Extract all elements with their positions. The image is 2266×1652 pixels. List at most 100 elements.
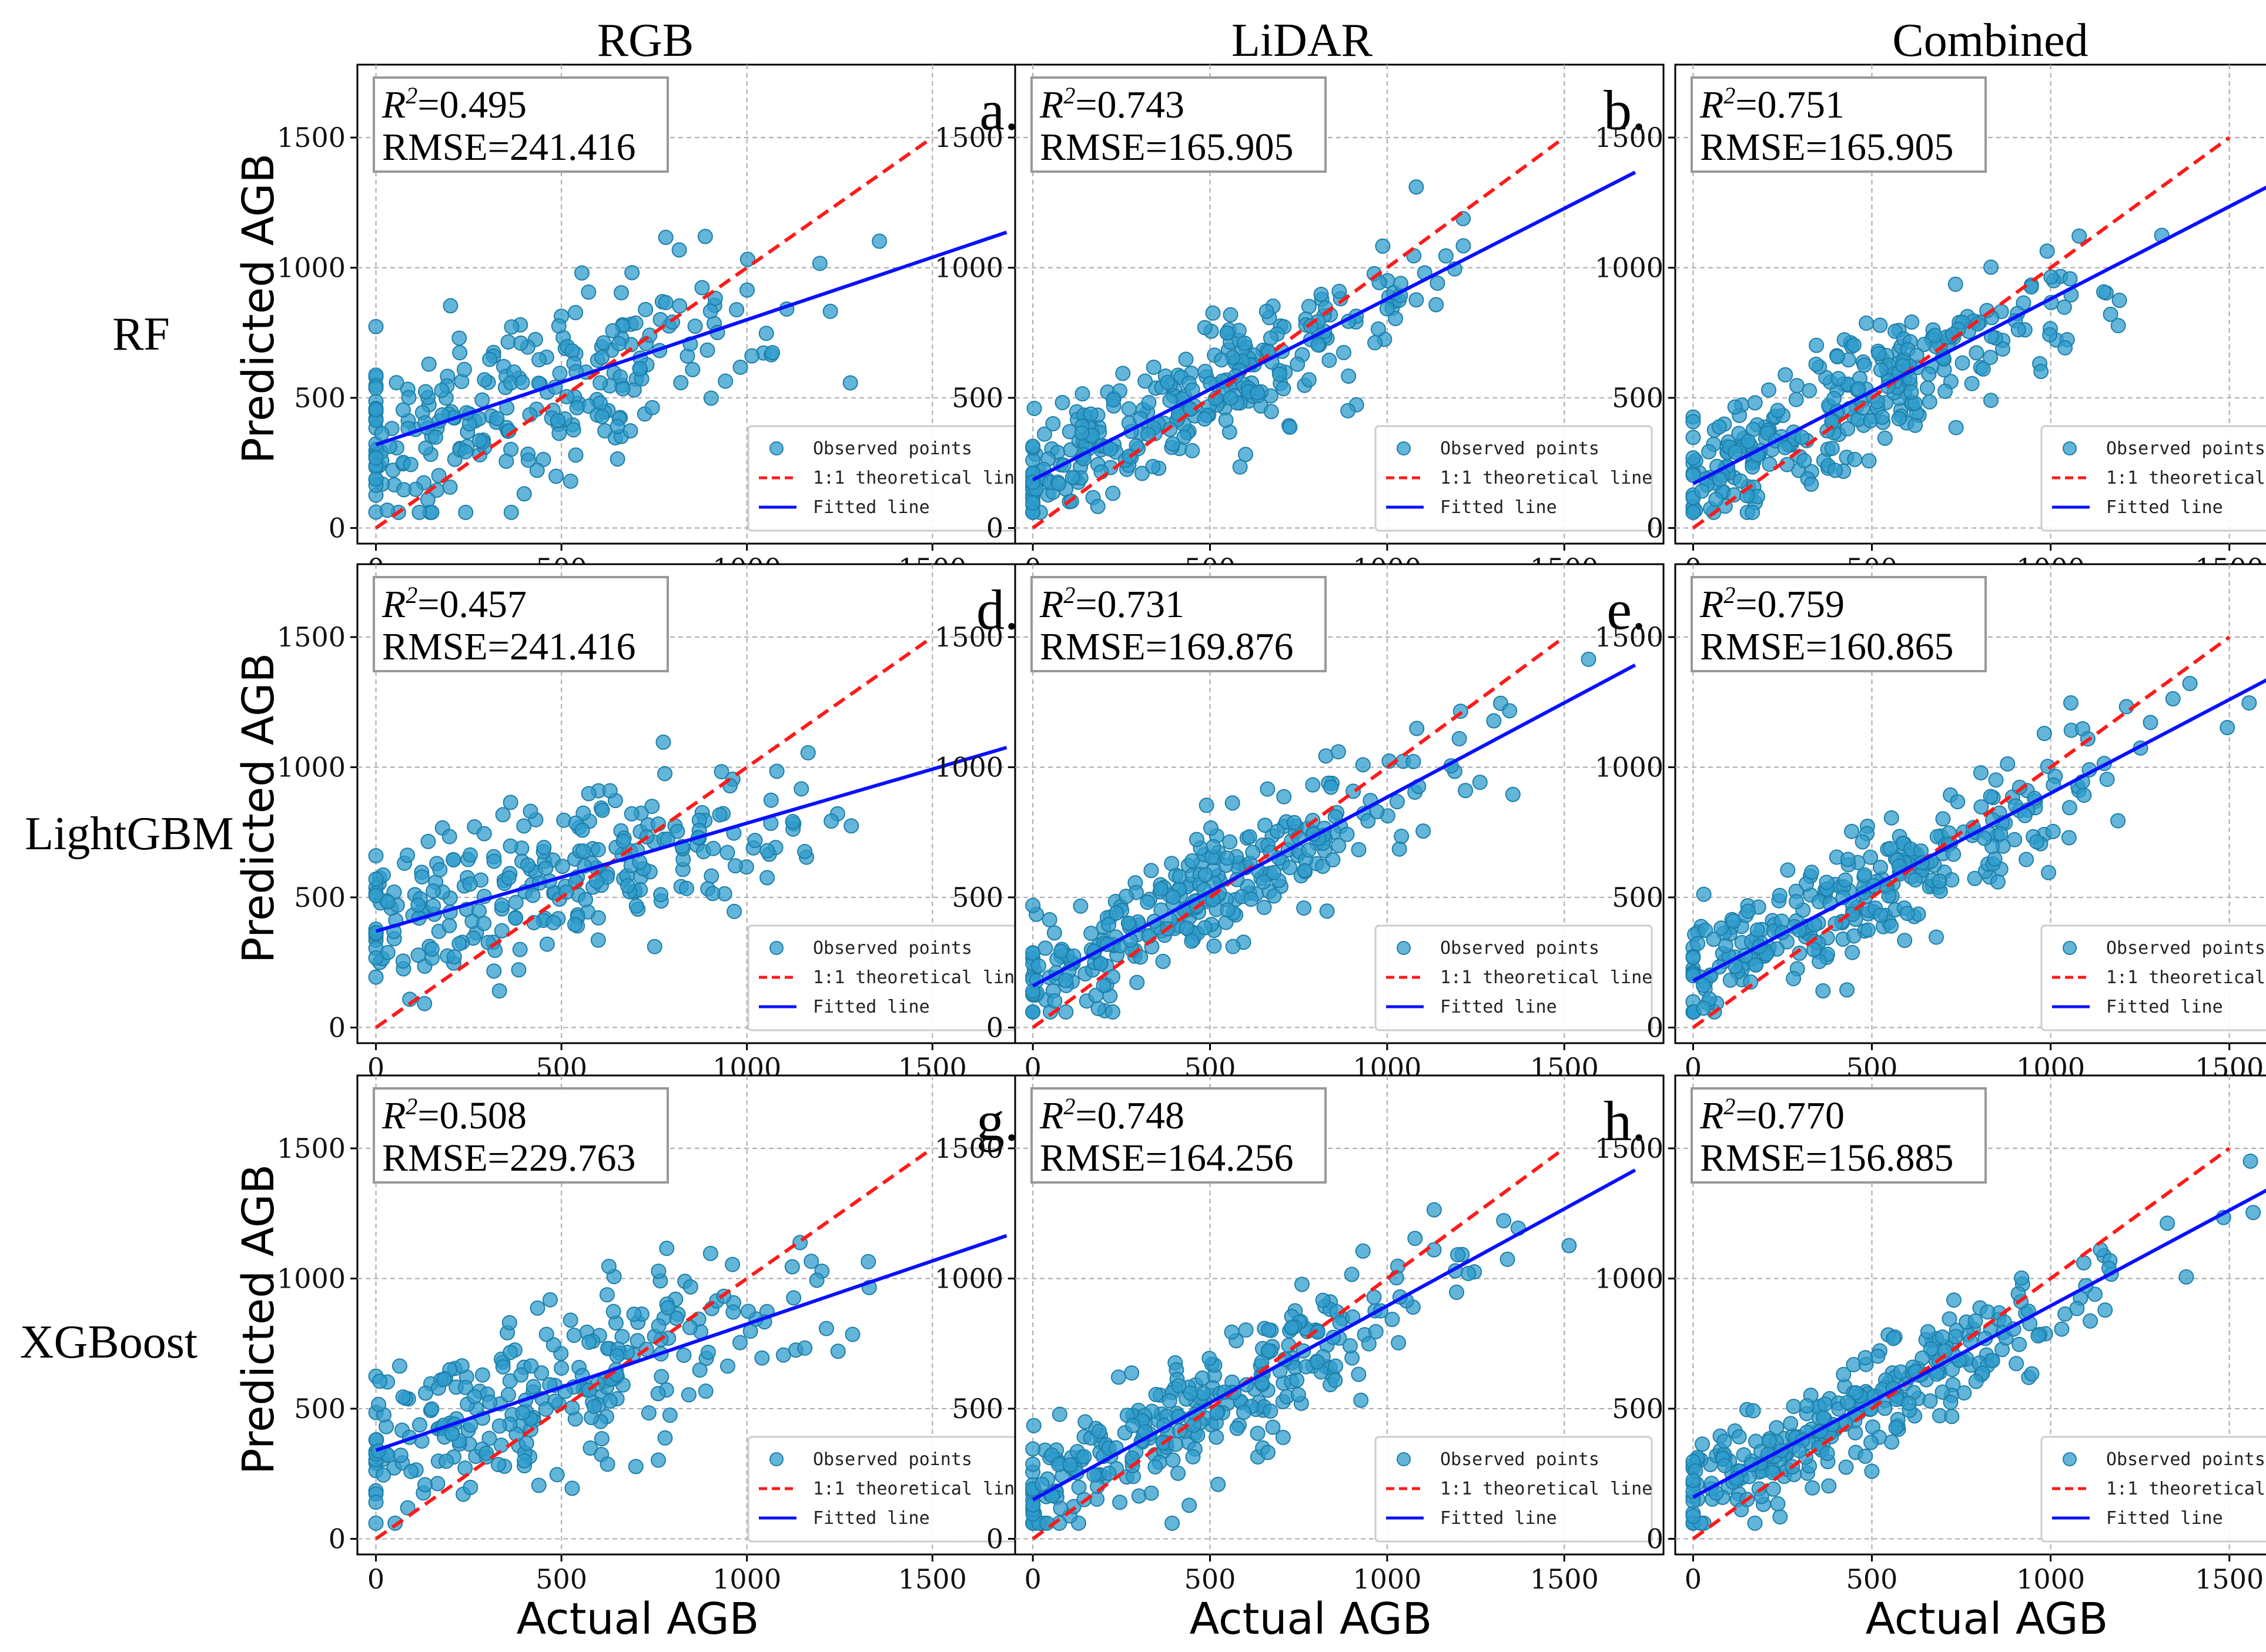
observed-point <box>1201 1351 1217 1366</box>
observed-point <box>420 492 436 508</box>
y-tick-label: 1500 <box>277 122 346 153</box>
observed-point <box>1783 1416 1799 1432</box>
observed-point <box>374 425 390 441</box>
observed-point <box>2000 756 2016 772</box>
observed-point <box>1927 327 1943 343</box>
observed-point <box>1944 1409 1960 1425</box>
observed-point <box>628 1459 644 1475</box>
legend-frame <box>2040 1436 2266 1543</box>
observed-point <box>1847 451 1863 467</box>
observed-point <box>1745 1403 1761 1419</box>
observed-point <box>1857 1448 1873 1464</box>
observed-point <box>1290 1387 1306 1403</box>
observed-point <box>551 425 567 441</box>
observed-point <box>644 400 660 415</box>
observed-point <box>657 766 673 782</box>
observed-point <box>1281 860 1297 876</box>
observed-point <box>747 833 763 849</box>
observed-point <box>714 764 729 780</box>
observed-point <box>574 822 590 838</box>
observed-point <box>809 1272 825 1288</box>
observed-point <box>1120 915 1136 931</box>
observed-point <box>1815 1410 1831 1426</box>
observed-point <box>1025 1497 1041 1513</box>
observed-point <box>538 1401 554 1417</box>
observed-point <box>1922 394 1937 410</box>
observed-point <box>395 402 411 418</box>
observed-point <box>1430 275 1445 291</box>
observed-point <box>1740 434 1756 450</box>
metrics-box <box>1030 576 1327 672</box>
observed-point <box>1321 352 1337 368</box>
observed-point <box>1184 443 1200 458</box>
observed-point <box>1749 922 1765 938</box>
legend-frame <box>1374 924 1653 1031</box>
observed-point <box>590 932 606 948</box>
observed-point <box>1690 936 1706 951</box>
observed-point <box>564 1480 580 1496</box>
observed-point <box>538 1326 554 1342</box>
observed-point <box>1232 459 1248 475</box>
observed-point <box>456 361 472 377</box>
legend-fitted-label: Fitted line <box>2106 1508 2223 1529</box>
observed-point <box>1088 987 1104 1003</box>
observed-point <box>1502 703 1518 719</box>
observed-point <box>595 335 611 351</box>
observed-point <box>1747 395 1763 411</box>
observed-point <box>1722 972 1738 988</box>
observed-point <box>368 450 384 466</box>
observed-point <box>515 1405 531 1421</box>
observed-point <box>575 843 591 859</box>
observed-point <box>624 264 640 280</box>
fitted-line <box>375 230 1008 447</box>
observed-point <box>610 418 625 434</box>
theoretical-line <box>1692 136 2231 530</box>
observed-point <box>1034 1476 1050 1492</box>
observed-point <box>1051 476 1067 492</box>
observed-point <box>491 983 507 999</box>
observed-point <box>1956 1385 1972 1401</box>
observed-point <box>2242 1153 2258 1169</box>
observed-point <box>486 963 502 979</box>
observed-point <box>1160 374 1176 390</box>
observed-point <box>380 894 396 910</box>
observed-point <box>1760 382 1776 398</box>
y-tick-label: 1500 <box>935 122 1003 153</box>
observed-point <box>1740 903 1756 919</box>
observed-point <box>420 833 436 849</box>
y-tick-label: 1500 <box>277 621 346 653</box>
observed-point <box>368 1494 384 1510</box>
theoretical-line <box>374 1147 934 1540</box>
observed-point <box>594 802 610 818</box>
observed-point <box>1788 391 1804 407</box>
y-tick-label: 0 <box>986 512 1003 544</box>
r2-value: R2=0.759 <box>1699 582 1845 626</box>
observed-point <box>1472 775 1488 790</box>
observed-point <box>2061 800 2077 816</box>
observed-point <box>1819 874 1835 890</box>
observed-point <box>2110 318 2126 334</box>
legend-theoretical-label: 1:1 theoretical line <box>813 468 1025 488</box>
observed-point <box>1179 920 1194 936</box>
observed-point <box>513 1367 529 1383</box>
observed-point <box>1428 297 1444 313</box>
observed-point <box>765 345 781 361</box>
observed-point <box>477 372 493 388</box>
observed-point <box>2019 852 2034 867</box>
observed-point <box>1934 1384 1950 1400</box>
observed-point <box>393 1447 409 1463</box>
observed-point <box>400 847 416 863</box>
y-tick-label: 500 <box>952 1393 1003 1425</box>
observed-point <box>534 1365 550 1381</box>
observed-point <box>551 318 567 334</box>
observed-point <box>844 818 859 834</box>
y-tick-label: 0 <box>329 1523 346 1554</box>
legend-observed-label: Observed points <box>813 438 972 459</box>
observed-point <box>1983 789 1999 805</box>
observed-point <box>800 745 816 760</box>
observed-point <box>1162 1393 1177 1409</box>
observed-point <box>1685 950 1701 966</box>
observed-point <box>500 334 516 350</box>
observed-point <box>1090 498 1106 514</box>
y-tick-label: 500 <box>952 882 1003 913</box>
